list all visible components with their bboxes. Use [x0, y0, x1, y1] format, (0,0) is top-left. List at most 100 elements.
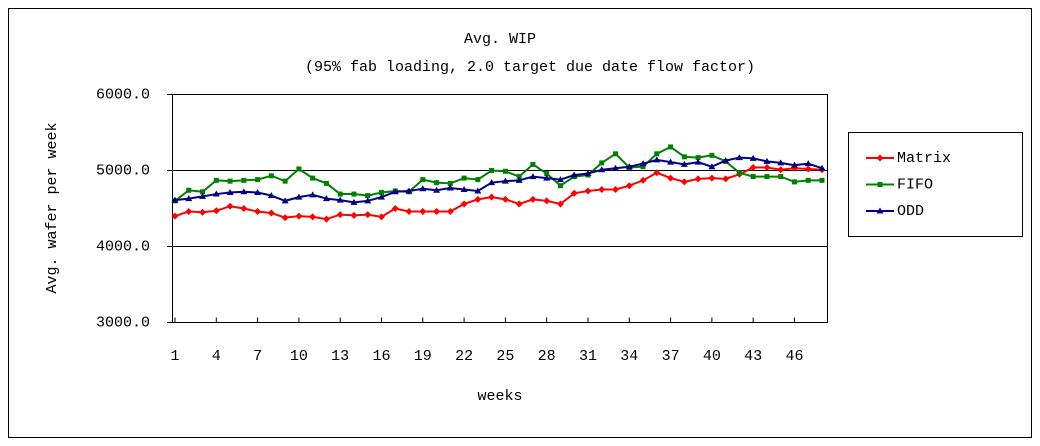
data-point: [694, 158, 702, 165]
data-point: [543, 174, 551, 181]
data-point: [419, 208, 427, 216]
data-point: [681, 154, 687, 160]
data-point: [447, 180, 453, 186]
data-point: [640, 164, 646, 170]
data-point: [240, 188, 248, 195]
data-point: [709, 152, 715, 158]
data-point: [515, 200, 523, 208]
x-tick-label: 4: [212, 348, 221, 365]
data-point: [241, 177, 247, 183]
y-tick-label: 6000.0: [96, 86, 150, 103]
x-tick-label: 25: [496, 348, 514, 365]
data-point: [475, 177, 481, 183]
data-point: [612, 164, 620, 171]
x-tick-label: 34: [620, 348, 638, 365]
data-point: [186, 187, 192, 193]
data-point: [653, 169, 661, 177]
data-point: [708, 174, 716, 182]
data-point: [764, 174, 770, 180]
data-point: [377, 213, 385, 221]
x-tick-label: 43: [744, 348, 762, 365]
x-tick-label: 37: [662, 348, 680, 365]
data-point: [391, 205, 399, 212]
data-point: [254, 208, 262, 216]
data-point: [667, 174, 675, 182]
data-point: [323, 180, 329, 186]
data-point: [516, 174, 522, 180]
data-point: [530, 161, 536, 167]
data-point: [337, 191, 343, 197]
data-point: [391, 188, 399, 195]
data-point: [763, 163, 771, 171]
data-point: [502, 168, 508, 174]
data-point: [777, 159, 785, 166]
series-line: [174, 156, 823, 204]
data-point: [296, 166, 302, 172]
data-point: [336, 196, 344, 203]
data-point: [722, 175, 730, 183]
x-tick-label: 28: [538, 348, 556, 365]
data-point: [405, 208, 413, 216]
data-point: [446, 208, 454, 216]
data-point: [639, 160, 647, 167]
data-point: [213, 177, 219, 183]
data-point: [556, 200, 564, 208]
x-tick-label: 22: [455, 348, 473, 365]
data-point: [171, 212, 179, 220]
data-point: [653, 156, 661, 163]
data-point: [200, 189, 206, 195]
x-tick-label: 13: [331, 348, 349, 365]
data-point: [778, 174, 784, 180]
data-point: [226, 189, 234, 196]
data-point: [240, 205, 248, 212]
data-point: [255, 177, 261, 183]
data-point: [488, 193, 496, 201]
data-point: [750, 174, 756, 180]
x-tick-label: 19: [414, 348, 432, 365]
legend-label: FIFO: [897, 176, 933, 193]
data-point: [267, 209, 275, 217]
data-point: [501, 177, 509, 184]
data-point: [749, 154, 757, 161]
data-point: [544, 171, 550, 177]
data-point: [434, 180, 440, 186]
data-point: [680, 178, 688, 186]
data-point: [460, 200, 468, 208]
data-point: [543, 197, 551, 205]
data-point: [212, 207, 220, 215]
data-point: [598, 186, 606, 193]
data-point: [598, 166, 606, 173]
x-tick-label: 16: [372, 348, 390, 365]
x-tick-label: 46: [785, 348, 803, 365]
data-point: [281, 214, 289, 222]
data-point: [351, 191, 357, 197]
data-point: [790, 161, 798, 168]
data-point: [378, 190, 384, 196]
data-point: [377, 193, 385, 200]
data-point: [254, 189, 262, 196]
data-point: [749, 163, 757, 171]
data-point: [667, 158, 675, 165]
data-point: [625, 182, 633, 190]
data-point: [474, 187, 482, 194]
data-point: [570, 171, 578, 178]
x-tick-label: 10: [290, 348, 308, 365]
legend-label: Matrix: [897, 150, 951, 167]
data-point: [695, 155, 701, 161]
data-point: [281, 197, 289, 204]
chart-title: Avg. WIP: [464, 31, 536, 48]
data-point: [405, 187, 413, 194]
legend-marker: [876, 154, 884, 162]
data-point: [570, 189, 578, 197]
data-point: [295, 193, 303, 200]
chart-subtitle: (95% fab loading, 2.0 target due date fl…: [305, 59, 755, 76]
data-point: [460, 186, 468, 192]
data-point: [819, 177, 825, 183]
x-tick-label: 31: [579, 348, 597, 365]
data-point: [365, 193, 371, 199]
x-tick-label: 7: [253, 348, 262, 365]
data-point: [488, 179, 496, 186]
data-point: [556, 176, 564, 183]
data-point: [295, 212, 303, 220]
data-point: [474, 195, 482, 203]
